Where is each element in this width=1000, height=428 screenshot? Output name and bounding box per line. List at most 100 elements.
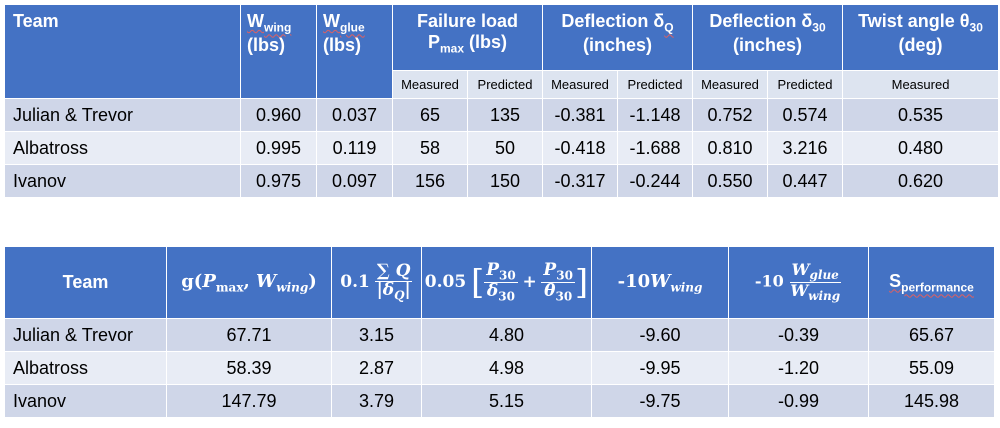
cell-p30-term: 5.15 [421,384,592,418]
cell-pmax-measured: 156 [392,164,468,198]
cell-def30-measured: 0.810 [692,131,768,165]
results-table-2: Team g(Pmax, Wwing) 0.1 ∑ Q |δQ| 0.05 [ … [4,246,995,418]
cell-pmax-predicted: 135 [467,98,543,132]
header-p30-lb: [ [470,262,485,303]
cell-wing-term: -9.75 [591,384,729,418]
header-wing-coef: -10 [617,270,651,292]
header-p30-den1: δ [486,281,499,301]
subheader-def30-predicted: Predicted [766,70,844,99]
header-sumq-num: ∑ Q [374,261,413,282]
table-row: Julian & Trevor 67.71 3.15 4.80 -9.60 -0… [4,318,995,352]
header-twist-line1: Twist angle θ [858,11,970,31]
cell-sum-q: 3.79 [331,384,422,418]
cell-glue-term: -0.99 [728,384,869,418]
header-glue-coef: -10 [754,271,784,291]
subheader-failure-measured: Measured [392,70,468,99]
subheader-twist-measured: Measured [842,70,1000,99]
cell-g: 67.71 [166,318,332,352]
cell-pmax-measured: 65 [392,98,468,132]
header-p30-num-a-sub: 30 [499,268,516,283]
team-name: Julian & Trevor [4,98,241,132]
header-def30-line1: Deflection δ [709,11,813,31]
header-g-close: ) [308,270,317,292]
cell-def30-predicted: 0.447 [766,164,844,198]
table-row: Albatross 58.39 2.87 4.98 -9.95 -1.20 55… [4,351,995,385]
header-glue-den-sub: wing [808,289,841,304]
header-sumq-coef: 0.1 [340,271,370,292]
header-failure-load: Failure load Pmax (lbs) [392,4,543,71]
cell-performance: 145.98 [868,384,995,418]
cell-defq-measured: -0.381 [542,98,618,132]
team-name: Julian & Trevor [4,318,167,352]
header-failure-line1: Failure load [416,11,519,31]
header-defq-line1: Deflection δ [561,11,665,31]
header-twist-unit: (deg) [898,34,943,55]
header-failure-p: P [427,32,440,52]
header-g-w-sub: wing [276,280,309,295]
header-sumq-den: |δ [376,279,395,300]
subheader-defq-measured: Measured [542,70,618,99]
header-w-glue-sub: glue [340,20,365,35]
cell-twist-measured: 0.480 [842,131,1000,165]
header-p30-den2-sub: 30 [555,289,573,304]
cell-p30-term: 4.98 [421,351,592,385]
header-g-bold: g [181,270,194,292]
cell-wing-term: -9.95 [591,351,729,385]
header-g-comma: , [243,270,257,292]
header-g-p-sub: max [215,280,244,295]
header-w-wing-main: W [247,11,264,31]
subheader-defq-predicted: Predicted [617,70,693,99]
header-sum-q: 0.1 ∑ Q |δQ| [331,246,422,319]
cell-w-glue: 0.097 [316,164,393,198]
header-w-glue-unit: (lbs) [323,34,361,55]
table-row: Ivanov 147.79 3.79 5.15 -9.75 -0.99 145.… [4,384,995,418]
team-name: Albatross [4,351,167,385]
cell-pmax-predicted: 50 [467,131,543,165]
cell-twist-measured: 0.535 [842,98,1000,132]
header-w-wing: Wwing (lbs) [240,4,317,99]
header-p30-coef: 0.05 [424,271,467,292]
header-twist-angle: Twist angle θ30 (deg) [842,4,1000,71]
subheader-failure-predicted: Predicted [467,70,543,99]
header-defq-unit: (inches) [582,34,652,55]
cell-twist-measured: 0.620 [842,164,1000,198]
header-glue-num-sub: glue [809,268,839,283]
cell-w-glue: 0.037 [316,98,393,132]
cell-g: 58.39 [166,351,332,385]
header-glue-den: W [790,281,809,300]
cell-glue-term: -0.39 [728,318,869,352]
header-def30-unit: (inches) [733,34,803,55]
table-row: Julian & Trevor 0.960 0.037 65 135 -0.38… [4,98,1000,132]
header-g-w: W [256,270,277,292]
header-deflection-30: Deflection δ30 (inches) [691,4,844,71]
cell-w-glue: 0.119 [316,131,393,165]
header-team-label: Team [13,11,59,31]
header-performance: Sperformance [868,246,995,319]
cell-defq-measured: -0.317 [542,164,618,198]
cell-w-wing: 0.975 [240,164,317,198]
header-wing-term: -10Wwing [591,246,729,319]
header-w-glue: Wglue (lbs) [316,4,393,99]
cell-wing-term: -9.60 [591,318,729,352]
cell-p30-term: 4.80 [421,318,592,352]
header-p30-num-b-sub: 30 [556,268,573,283]
header-sumq-den-sub: Q [394,288,405,303]
header-def30-sub: 30 [812,20,826,35]
header-w-wing-sub: wing [264,20,292,35]
cell-sum-q: 3.15 [331,318,422,352]
cell-glue-term: -1.20 [728,351,869,385]
cell-def30-measured: 0.550 [692,164,768,198]
header-p30-term: 0.05 [ P30 δ30 + P30 θ30 ] [421,246,592,319]
cell-def30-predicted: 0.574 [766,98,844,132]
cell-pmax-predicted: 150 [467,164,543,198]
header-team: Team [4,4,241,99]
header-g-open: ( [193,270,203,292]
table-row: Albatross 0.995 0.119 58 50 -0.418 -1.68… [4,131,1000,165]
header-defq-sub: Q [664,20,674,35]
header-perf-main: S [889,270,902,291]
header-p30-rb: ] [574,262,589,303]
team-name: Ivanov [4,384,167,418]
cell-defq-predicted: -1.688 [617,131,693,165]
header-p30-den2: θ [544,281,556,301]
cell-defq-predicted: -0.244 [617,164,693,198]
